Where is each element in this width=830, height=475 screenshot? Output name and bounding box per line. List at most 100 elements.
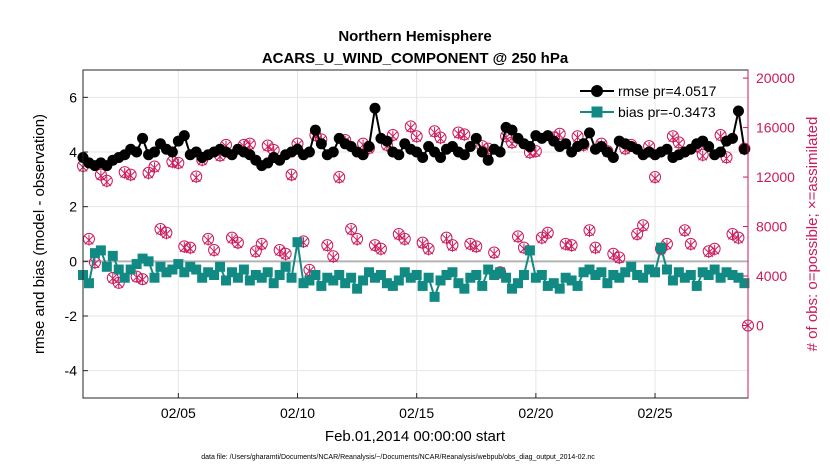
obs-assimilated-marker bbox=[191, 172, 201, 184]
bias-marker bbox=[703, 270, 714, 280]
rmse-marker bbox=[583, 127, 595, 139]
left-tick-label: 2 bbox=[69, 199, 77, 215]
bias-marker bbox=[393, 275, 404, 286]
bias-marker bbox=[578, 267, 589, 278]
bias-marker bbox=[381, 278, 392, 289]
chart-title: Northern Hemisphere bbox=[338, 28, 491, 45]
obs-assimilated-marker bbox=[185, 243, 195, 255]
rmse-marker bbox=[309, 124, 321, 136]
bias-marker bbox=[346, 272, 357, 283]
bias-marker bbox=[292, 237, 303, 248]
bias-marker bbox=[721, 267, 732, 278]
rmse-marker bbox=[435, 151, 447, 163]
rmse-marker bbox=[381, 135, 393, 147]
bias-marker bbox=[727, 270, 738, 280]
rmse-marker bbox=[131, 146, 143, 158]
bias-marker bbox=[501, 272, 512, 283]
rmse-series-layer bbox=[77, 102, 750, 172]
bias-marker bbox=[167, 264, 178, 275]
obs-assimilated-marker bbox=[674, 138, 684, 150]
x-axis-label: Feb.01,2014 00:00:00 start bbox=[325, 428, 506, 445]
chart-subtitle: ACARS_U_WIND_COMPONENT @ 250 hPa bbox=[262, 50, 569, 67]
bias-marker bbox=[322, 272, 333, 283]
bias-marker bbox=[459, 283, 470, 294]
obs-assimilated-marker bbox=[370, 240, 380, 252]
bias-marker bbox=[131, 259, 142, 270]
bias-marker bbox=[644, 264, 655, 275]
obs-assimilated-marker bbox=[394, 229, 404, 241]
bias-marker bbox=[274, 270, 285, 280]
bias-marker bbox=[608, 270, 619, 280]
bias-marker bbox=[352, 283, 363, 294]
bias-marker bbox=[417, 280, 428, 291]
obs-assimilated-marker bbox=[233, 238, 243, 250]
obs-assimilated-marker bbox=[406, 122, 416, 134]
left-tick-label: -2 bbox=[65, 308, 78, 324]
obs-assimilated-marker bbox=[614, 253, 624, 265]
obs-assimilated-marker bbox=[352, 234, 362, 246]
rmse-marker bbox=[738, 143, 750, 155]
bias-marker bbox=[679, 272, 690, 283]
rmse-marker bbox=[327, 146, 339, 158]
bias-marker bbox=[215, 261, 226, 272]
obs-assimilated-marker bbox=[108, 273, 118, 284]
bias-marker bbox=[399, 267, 410, 278]
bias-marker bbox=[238, 264, 249, 275]
x-tick-label: 02/25 bbox=[638, 405, 673, 421]
left-axis-ticks: -4 -2 0 2 4 6 bbox=[65, 89, 88, 379]
bias-marker bbox=[620, 267, 631, 278]
bias-marker bbox=[495, 267, 506, 278]
rmse-marker bbox=[715, 146, 727, 158]
bias-marker bbox=[262, 267, 273, 278]
obs-assimilated-marker bbox=[733, 233, 744, 245]
obs-assimilated-marker bbox=[281, 249, 291, 261]
bias-marker bbox=[143, 256, 154, 267]
obs-assimilated-marker bbox=[561, 239, 571, 251]
bias-marker bbox=[101, 261, 112, 272]
obs-assimilated-marker bbox=[126, 170, 136, 182]
data-file-footnote: data file: /Users/gharamti/Documents/NCA… bbox=[201, 454, 595, 461]
bias-marker bbox=[709, 264, 720, 275]
obs-assimilated-marker bbox=[227, 233, 237, 245]
rmse-marker bbox=[476, 146, 488, 158]
right-tick-label: 8000 bbox=[756, 219, 787, 235]
bias-marker bbox=[512, 278, 523, 289]
right-tick-label: 4000 bbox=[756, 268, 787, 284]
obs-assimilated-marker bbox=[698, 150, 708, 162]
obs-assimilated-marker bbox=[459, 130, 469, 142]
obs-assimilated-marker bbox=[322, 240, 332, 252]
bias-marker bbox=[661, 264, 672, 275]
bias-marker bbox=[316, 280, 327, 291]
obs-assimilated-marker bbox=[203, 234, 213, 246]
obs-assimilated-marker bbox=[632, 229, 642, 241]
rmse-marker bbox=[703, 141, 715, 153]
rmse-marker bbox=[363, 141, 375, 153]
bias-marker bbox=[185, 261, 196, 272]
obs-assimilated-marker bbox=[441, 233, 452, 245]
bias-marker bbox=[733, 272, 744, 283]
bias-marker bbox=[310, 270, 321, 280]
bias-marker bbox=[632, 270, 643, 280]
bias-marker bbox=[119, 272, 130, 283]
rmse-marker bbox=[315, 138, 327, 150]
obs-assimilated-marker bbox=[161, 228, 171, 240]
rmse-marker bbox=[661, 143, 673, 155]
bias-marker bbox=[739, 278, 750, 289]
obs-assimilated-marker bbox=[424, 244, 434, 256]
bias-marker bbox=[256, 272, 267, 283]
bias-marker bbox=[244, 275, 255, 286]
obs-assimilated-marker bbox=[173, 158, 183, 170]
bias-marker bbox=[548, 278, 559, 289]
bias-marker bbox=[298, 278, 309, 289]
bias-marker bbox=[554, 283, 565, 294]
bias-marker bbox=[477, 280, 488, 291]
bias-marker bbox=[173, 259, 184, 270]
obs-assimilated-marker bbox=[400, 234, 410, 246]
legend: rmse pr=4.0517 bias pr=-0.3473 bbox=[580, 83, 717, 120]
bias-marker bbox=[656, 242, 667, 253]
obs-assimilated-marker bbox=[376, 244, 386, 256]
rmse-marker bbox=[732, 105, 744, 117]
obs-assimilated-marker bbox=[251, 247, 261, 258]
bias-marker bbox=[113, 264, 124, 275]
